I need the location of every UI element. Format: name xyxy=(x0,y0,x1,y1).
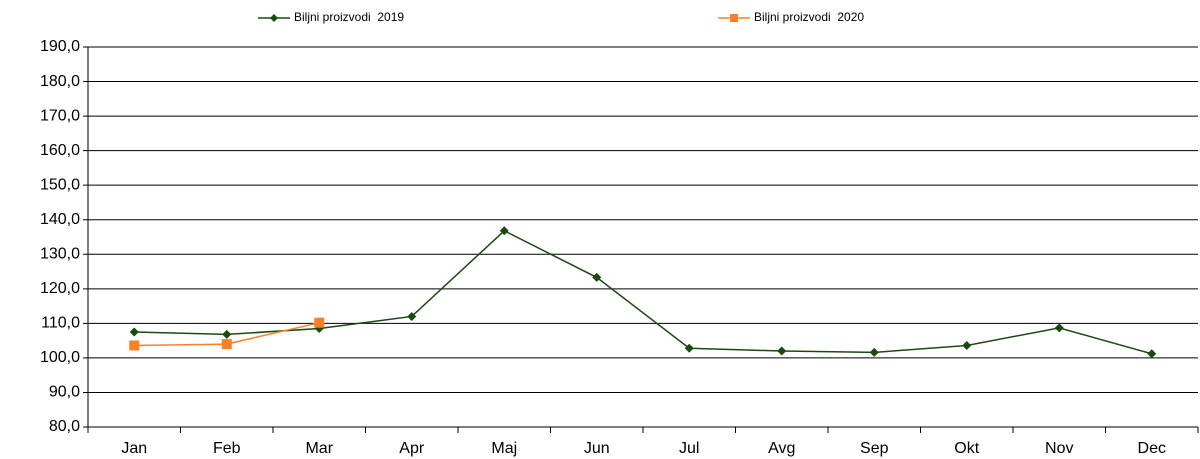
x-tick-label: Jun xyxy=(584,440,610,457)
x-tick-label: Apr xyxy=(399,440,425,457)
data-point xyxy=(129,340,140,351)
y-tick-label: 130,0 xyxy=(40,245,80,262)
y-tick-label: 100,0 xyxy=(40,349,80,366)
y-tick-label: 140,0 xyxy=(40,211,80,228)
legend-marker xyxy=(270,14,278,22)
y-tick-label: 150,0 xyxy=(40,176,80,193)
data-point xyxy=(222,329,232,339)
y-tick-label: 180,0 xyxy=(40,73,80,90)
x-tick-label: Feb xyxy=(213,440,241,457)
y-tick-label: 120,0 xyxy=(40,280,80,297)
x-tick-label: Okt xyxy=(954,440,979,457)
legend-marker xyxy=(730,14,738,22)
data-point xyxy=(684,343,694,353)
y-tick-label: 90,0 xyxy=(49,384,80,401)
y-tick-label: 160,0 xyxy=(40,142,80,159)
data-point xyxy=(407,311,417,321)
data-point xyxy=(129,327,139,337)
data-point xyxy=(962,340,972,350)
y-tick-label: 80,0 xyxy=(49,418,80,435)
x-tick-label: Mar xyxy=(305,440,333,457)
x-tick-label: Sep xyxy=(860,440,889,457)
x-tick-label: Avg xyxy=(768,440,795,457)
x-tick-label: Dec xyxy=(1138,440,1166,457)
x-tick-label: Jul xyxy=(679,440,699,457)
data-point xyxy=(221,339,232,350)
legend-label: Biljni proizvodi 2019 xyxy=(294,10,404,24)
data-point xyxy=(1147,349,1157,359)
legend-label: Biljni proizvodi 2020 xyxy=(754,10,864,24)
y-tick-label: 110,0 xyxy=(41,315,80,332)
data-point xyxy=(499,226,509,236)
data-point xyxy=(314,317,325,328)
data-point xyxy=(1054,323,1064,333)
data-point xyxy=(869,347,879,357)
x-tick-label: Maj xyxy=(491,440,517,457)
data-point xyxy=(777,346,787,356)
series-line xyxy=(134,229,1152,355)
y-tick-label: 190,0 xyxy=(40,38,80,55)
data-point xyxy=(592,272,602,282)
y-tick-label: 170,0 xyxy=(40,107,80,124)
x-tick-label: Jan xyxy=(121,440,147,457)
x-tick-label: Nov xyxy=(1045,440,1073,457)
